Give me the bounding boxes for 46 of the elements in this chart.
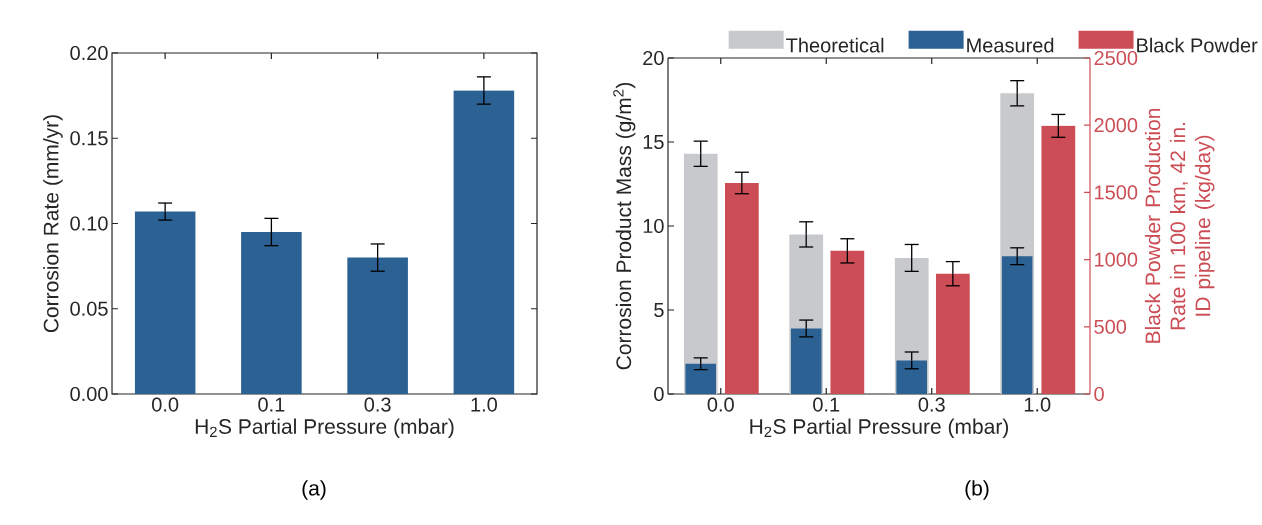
y2-axis-title: Black Powder Production Rate in 100 km, 42 in. ID pipeline (kg/day) (1144, 108, 1215, 343)
bar (724, 182, 759, 394)
x-tick-label: 0.3 (918, 397, 945, 412)
y-axis-title: Corrosion Rate (mm/yr) (43, 115, 63, 333)
x-tick-label: 0.1 (813, 397, 840, 412)
bar (685, 363, 717, 394)
legend-label: Theoretical (786, 37, 884, 53)
y-tick-label: 0 (654, 386, 664, 402)
x-tick-label: 0.0 (152, 397, 179, 412)
bar (134, 211, 196, 394)
y2-tick-label: 0 (1094, 386, 1104, 402)
y-tick-label: 0.00 (70, 386, 108, 402)
x-tick-label: 1.0 (1024, 397, 1051, 412)
text: (a) (302, 480, 326, 500)
x-tick-label: 1.0 (471, 397, 497, 412)
bar (790, 328, 822, 394)
bar (1041, 125, 1076, 394)
bar (935, 273, 970, 394)
y-axis-title: Corrosion Product Mass (g/m$^{2}$) (613, 82, 636, 370)
legend-label: Black Powder (1137, 37, 1258, 53)
x-axis-title: H$_{2}$S Partial Pressure (mbar) (750, 418, 1009, 439)
bar (830, 250, 865, 394)
y-tick-label: 0.15 (70, 131, 108, 146)
bar (896, 360, 927, 394)
y2-tick-label: 1000 (1095, 252, 1138, 267)
y2-tick-label: 500 (1094, 319, 1127, 334)
x-axis-title: H$_{2}$S Partial Pressure (mbar) (195, 418, 454, 439)
bar (241, 232, 302, 394)
y2-tick-label: 2500 (1094, 50, 1138, 66)
bar (1001, 256, 1033, 394)
y-tick-label: 0.10 (70, 216, 108, 231)
bar (347, 257, 408, 394)
x-tick-label: 0.0 (707, 397, 734, 412)
x-tick-label: 0.3 (364, 397, 391, 412)
y-tick-label: 0.20 (70, 45, 108, 61)
y2-tick-label: 2000 (1094, 118, 1138, 133)
y-tick-label: 20 (643, 50, 664, 66)
y2-tick-label: 1500 (1095, 185, 1138, 200)
text: (b) (965, 480, 989, 500)
legend-label: Measured (967, 37, 1054, 53)
y-tick-label: 5 (654, 303, 664, 317)
y-tick-label: 10 (643, 218, 664, 234)
x-tick-label: 0.1 (258, 397, 285, 412)
y-tick-label: 15 (643, 135, 664, 149)
y-tick-label: 0.05 (70, 301, 108, 316)
bar (453, 90, 515, 394)
